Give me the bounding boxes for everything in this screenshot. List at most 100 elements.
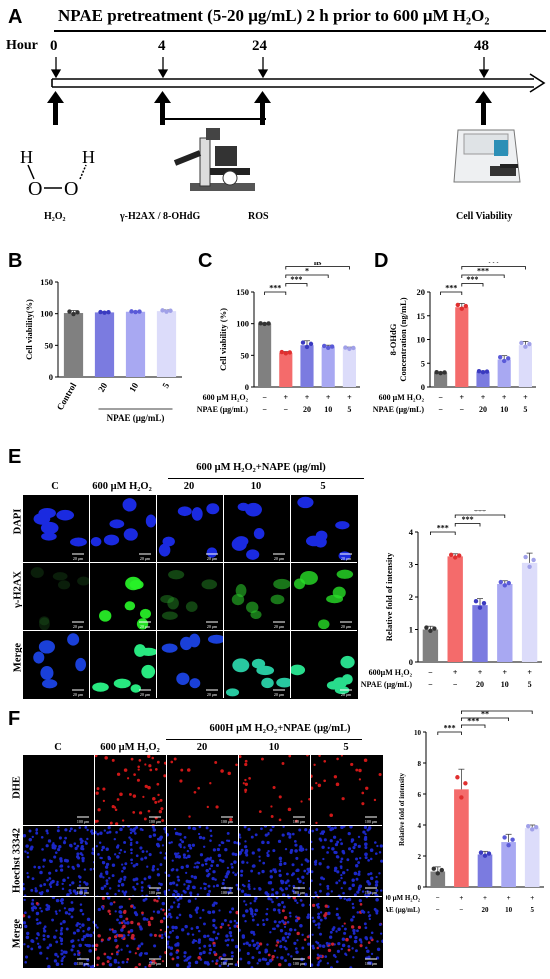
cell-dot bbox=[118, 910, 122, 914]
cell-dot bbox=[70, 915, 74, 919]
cell-dot bbox=[159, 919, 164, 924]
cell-dot bbox=[250, 909, 254, 913]
cell-dot bbox=[183, 883, 186, 886]
bar bbox=[447, 556, 463, 662]
cell-dot bbox=[187, 843, 192, 848]
significance-bracket bbox=[461, 283, 484, 287]
cell-dot bbox=[278, 862, 283, 867]
cell-dot bbox=[278, 873, 282, 878]
dose-value: − bbox=[436, 906, 440, 914]
cell-dot bbox=[234, 853, 238, 857]
significance-bracket bbox=[461, 274, 505, 278]
cell-dot bbox=[192, 939, 196, 942]
cell-dot bbox=[336, 855, 340, 859]
cell-dot bbox=[62, 878, 66, 883]
cell-dot bbox=[80, 844, 84, 849]
nucleus bbox=[232, 658, 250, 673]
cell-dot bbox=[326, 865, 330, 869]
cell-dot bbox=[261, 869, 265, 874]
data-point bbox=[510, 837, 515, 842]
cell-dot bbox=[123, 768, 128, 772]
cell-dot bbox=[239, 928, 241, 932]
cell-dot bbox=[140, 881, 144, 884]
cell-dot bbox=[28, 837, 33, 842]
cell-dot bbox=[251, 918, 255, 922]
cell-dot bbox=[151, 826, 155, 829]
cell-dot bbox=[369, 891, 373, 895]
cell-dot bbox=[349, 966, 353, 968]
cell-dot bbox=[202, 845, 206, 848]
cell-dot bbox=[60, 959, 64, 963]
cell-dot bbox=[282, 905, 286, 909]
cell-dot bbox=[136, 947, 140, 951]
cell-dot bbox=[123, 893, 126, 897]
cell-dot bbox=[376, 844, 379, 848]
cell-dot bbox=[379, 844, 383, 848]
cell-dot bbox=[138, 759, 142, 762]
y-tick-label: 5 bbox=[421, 358, 425, 368]
cell-dot bbox=[135, 841, 139, 845]
cell-dot bbox=[239, 948, 241, 952]
cell-dot bbox=[342, 881, 347, 885]
cell-dot bbox=[134, 966, 138, 968]
panel-b-letter: B bbox=[8, 250, 23, 272]
cell-dot bbox=[347, 832, 351, 836]
cell-dot bbox=[250, 966, 254, 968]
data-point bbox=[300, 340, 306, 345]
cell-dot bbox=[311, 916, 315, 920]
cell-dot bbox=[357, 925, 362, 929]
micrograph: 20 μm bbox=[89, 630, 157, 699]
cell-dot bbox=[122, 910, 127, 914]
data-point bbox=[330, 344, 335, 349]
data-point bbox=[527, 564, 532, 569]
cell-dot bbox=[363, 826, 368, 829]
cell-dot bbox=[176, 905, 180, 909]
cell-dot bbox=[272, 849, 276, 853]
data-point bbox=[523, 344, 528, 349]
panel-a-title: NPAE pretreatment (5-20 μg/mL) 2 h prior… bbox=[58, 6, 490, 25]
cell-dot bbox=[59, 865, 62, 868]
micrograph: 100 μm bbox=[310, 896, 383, 968]
cell-dot bbox=[244, 782, 249, 786]
cell-dot bbox=[153, 898, 157, 902]
cell-dot bbox=[289, 915, 292, 918]
cell-dot bbox=[319, 959, 322, 963]
cell-dot bbox=[335, 912, 339, 917]
cell-dot bbox=[147, 785, 151, 790]
cell-dot bbox=[233, 924, 237, 928]
nucleus bbox=[235, 584, 247, 598]
image-background bbox=[311, 826, 383, 897]
cell-dot bbox=[35, 829, 38, 832]
data-point bbox=[75, 310, 80, 315]
micrograph: 100 μm bbox=[166, 825, 239, 897]
cell-dot bbox=[149, 960, 153, 964]
bar bbox=[501, 842, 516, 887]
dose-row-label: NPAE (μg/mL) bbox=[197, 405, 249, 414]
cell-dot bbox=[293, 891, 296, 894]
data-point bbox=[279, 349, 284, 355]
bar bbox=[518, 345, 532, 387]
cell-dot bbox=[229, 920, 233, 924]
cell-dot bbox=[140, 942, 144, 946]
cell-dot bbox=[314, 863, 317, 866]
cell-dot bbox=[117, 949, 120, 952]
cell-dot bbox=[60, 962, 64, 966]
cell-dot bbox=[304, 858, 308, 862]
cell-dot bbox=[149, 933, 153, 937]
cell-dot bbox=[151, 756, 154, 760]
cell-dot bbox=[36, 922, 39, 925]
cell-dot bbox=[229, 889, 232, 893]
cell-dot bbox=[119, 827, 123, 832]
cell-dot bbox=[49, 885, 53, 889]
cell-dot bbox=[120, 869, 124, 873]
cell-dot bbox=[135, 862, 139, 866]
cell-dot bbox=[251, 864, 255, 868]
panel-f-group-header: 600H μM H₂O₂+NPAE (μg/mL) bbox=[209, 723, 351, 734]
cell-dot bbox=[376, 940, 379, 943]
cell-dot bbox=[368, 915, 371, 918]
cell-dot bbox=[185, 864, 190, 868]
cell-dot bbox=[229, 817, 233, 822]
nucleus bbox=[109, 519, 125, 529]
cell-dot bbox=[111, 874, 115, 878]
cell-dot bbox=[60, 942, 63, 946]
